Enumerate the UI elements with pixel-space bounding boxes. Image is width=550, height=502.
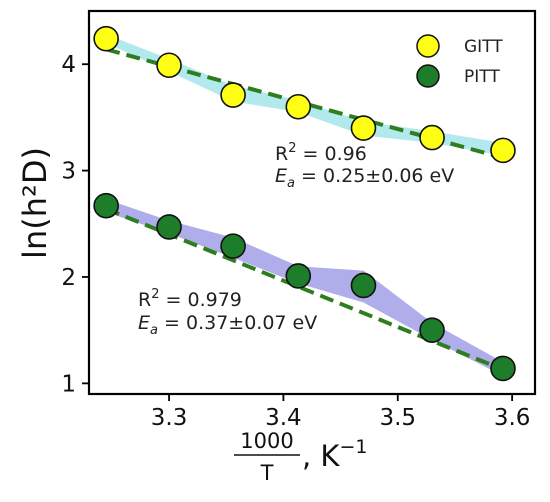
y-axis-label: ln(h²D) [16,147,54,259]
data-markers [93,25,516,382]
gitt-r2-text: R2 = 0.96 [275,141,367,165]
pitt-point [350,272,377,299]
x-tick-label: 3.4 [265,405,302,431]
y-tick-label: 1 [61,371,76,397]
x-axis-label-unit-exp: −1 [339,436,367,458]
gitt-r2-sup: 2 [288,141,296,156]
gitt-point [220,82,246,108]
pitt-ea-sub: a [150,323,158,338]
pitt-ea-value: = 0.37±0.07 eV [158,312,317,334]
legend-pitt-label: PITT [464,67,500,87]
pitt-r2-sup: 2 [151,287,159,302]
x-axis-label-unit: , K−1 [302,436,367,473]
pitt-point [285,263,312,289]
legend-gitt-label: GITT [464,37,503,57]
gitt-r2-value: = 0.96 [296,143,366,165]
gitt-band [106,34,503,156]
gitt-annotation: R2 = 0.96 Ea = 0.25±0.06 eV [275,141,454,191]
legend-gitt-marker [416,34,440,58]
pitt-ea-text: Ea = 0.37±0.07 eV [138,312,317,338]
pitt-annotation: R2 = 0.979 Ea = 0.37±0.07 eV [138,287,317,338]
pitt-r2-prefix: R [138,289,151,311]
gitt-ea-sub: a [287,176,295,191]
pitt-point [419,317,445,343]
x-tick-label: 3.3 [151,405,188,431]
pitt-band [106,199,503,376]
pitt-r2-text: R2 = 0.979 [138,287,242,311]
x-axis-label: 1000 T , K−1 [234,429,367,485]
y-axis-ticks: 1 2 3 4 [61,52,89,397]
plot-frame [87,9,537,396]
gitt-point [156,52,182,79]
gitt-ea-symbol: E [275,165,287,187]
gitt-r2-prefix: R [275,143,288,165]
gitt-point [285,93,312,120]
pitt-point [490,355,516,382]
x-axis-label-unit-base: , K [302,439,340,473]
gitt-ea-value: = 0.25±0.06 eV [295,165,454,187]
pitt-ea-symbol: E [138,312,150,334]
legend-pitt-marker [416,64,440,88]
gitt-ea-text: Ea = 0.25±0.06 eV [275,165,454,191]
y-tick-label: 4 [61,52,76,78]
pitt-point [93,192,119,219]
x-tick-label: 3.6 [494,405,531,431]
x-axis-ticks: 3.3 3.4 3.5 3.6 [151,394,531,431]
gitt-point [93,25,119,52]
confidence-bands [106,34,503,376]
x-tick-label: 3.5 [379,405,416,431]
gitt-point [350,115,377,141]
y-tick-label: 3 [61,159,76,185]
y-tick-label: 2 [61,265,76,291]
pitt-point [156,214,182,240]
gitt-point [419,124,445,151]
x-axis-label-denominator: T [260,461,274,485]
pitt-point [220,233,246,259]
gitt-point [490,137,516,164]
legend: GITT PITT [416,34,503,88]
x-axis-label-numerator: 1000 [240,429,293,453]
pitt-r2-value: = 0.979 [159,289,241,311]
